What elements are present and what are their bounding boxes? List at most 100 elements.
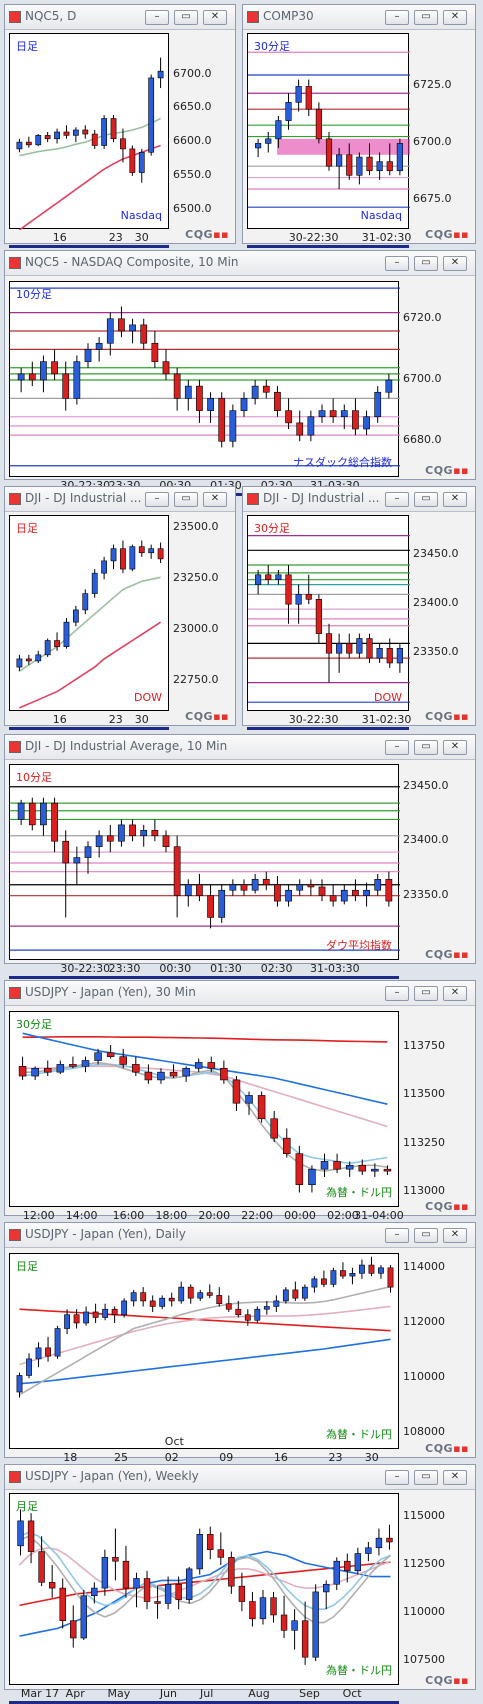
minimize-button[interactable]: – — [385, 1228, 409, 1243]
restore-button[interactable]: ▭ — [414, 1228, 438, 1243]
close-button[interactable]: ✕ — [443, 740, 467, 755]
candle — [28, 797, 36, 831]
close-button[interactable]: ✕ — [203, 10, 227, 25]
plot-area[interactable]: 月足 為替・ドル円 — [9, 1493, 399, 1685]
candle — [101, 115, 108, 149]
candle — [138, 540, 145, 557]
candle — [295, 584, 302, 624]
y-axis-tick-label: 107500 — [403, 1653, 445, 1667]
x-axis-tick-label: 23:30 — [108, 962, 141, 975]
cqg-logo: CQG▪▪ — [425, 464, 469, 477]
x-axis-tick-label: 18:00 — [155, 1209, 188, 1222]
candle — [375, 1528, 383, 1556]
plot-area[interactable]: 10分足 ナスダック総合指数 — [9, 281, 400, 477]
candle — [159, 1295, 166, 1310]
close-button[interactable]: ✕ — [443, 492, 467, 507]
y-axis-tick-label: 23450.0 — [403, 778, 449, 792]
minimize-button[interactable]: – — [145, 492, 169, 507]
candle — [305, 574, 312, 605]
chart-app-icon[interactable] — [9, 1471, 21, 1483]
candle — [259, 1590, 267, 1625]
chart-app-icon[interactable] — [9, 1229, 21, 1241]
candle — [385, 373, 393, 399]
moving-average-line — [19, 1308, 391, 1332]
chart-app-icon[interactable] — [9, 11, 21, 23]
restore-button[interactable]: ▭ — [414, 10, 438, 25]
axis-underline — [9, 245, 169, 248]
candle — [255, 569, 262, 595]
minimize-button[interactable]: – — [385, 256, 409, 271]
chart-app-icon[interactable] — [9, 741, 21, 753]
minimize-button[interactable]: – — [385, 10, 409, 25]
x-axis-tick-label: Jun — [159, 1687, 178, 1700]
restore-button[interactable]: ▭ — [414, 1470, 438, 1485]
candle — [383, 1165, 392, 1176]
candle — [245, 1091, 253, 1115]
plot-area[interactable]: 日足 為替・ドル円 — [9, 1253, 399, 1449]
close-button[interactable]: ✕ — [443, 1470, 467, 1485]
close-button[interactable]: ✕ — [443, 1228, 467, 1243]
close-button[interactable]: ✕ — [443, 986, 467, 1001]
plot-area[interactable]: 日足 DOW — [9, 515, 169, 711]
y-axis-tick-label: 114000 — [403, 1259, 445, 1273]
candle — [157, 57, 164, 89]
candle — [101, 556, 108, 580]
close-button[interactable]: ✕ — [443, 256, 467, 271]
close-button[interactable]: ✕ — [203, 492, 227, 507]
y-axis-tick-label: 23500.0 — [173, 520, 219, 534]
candle — [40, 355, 47, 393]
cqg-wordmark: CQG — [425, 1442, 454, 1455]
restore-button[interactable]: ▭ — [414, 740, 438, 755]
window-title: NQC5, D — [25, 9, 77, 23]
plot-canvas — [16, 1256, 394, 1398]
plot-area[interactable]: 30分足 Nasdaq — [247, 33, 410, 229]
plot-area[interactable]: 10分足 ダウ平均指数 — [9, 764, 400, 960]
axis-underline — [247, 727, 409, 730]
minimize-button[interactable]: – — [385, 492, 409, 507]
y-axis-tick-label: 6680.0 — [403, 433, 442, 447]
minimize-button[interactable]: – — [385, 740, 409, 755]
restore-button[interactable]: ▭ — [414, 256, 438, 271]
x-axis-tick-label: 30-22:30 — [60, 962, 111, 975]
minimize-button[interactable]: – — [145, 10, 169, 25]
restore-button[interactable]: ▭ — [414, 986, 438, 1001]
candle — [83, 1306, 90, 1326]
candle — [207, 392, 214, 423]
candle — [143, 1570, 151, 1610]
x-axis-tick-label: 20:00 — [198, 1209, 231, 1222]
plot-area[interactable]: 30分足 DOW — [247, 515, 410, 711]
candle — [295, 1145, 304, 1193]
close-button[interactable]: ✕ — [443, 10, 467, 25]
plot-area[interactable]: 日足 Nasdaq — [9, 33, 169, 230]
moving-average-line — [18, 576, 161, 672]
minimize-button[interactable]: – — [385, 986, 409, 1001]
chart-app-icon[interactable] — [9, 987, 21, 999]
x-axis-tick-label: 00:00 — [284, 1209, 316, 1222]
candle — [374, 873, 382, 896]
restore-button[interactable]: ▭ — [174, 10, 198, 25]
candle — [352, 398, 359, 436]
plot-area[interactable]: 30分足 為替・ドル円 — [9, 1011, 399, 1207]
y-axis-tick-label: 6700.0 — [413, 135, 452, 149]
title-bar: DJI - DJ Industrial ... – ▭ ✕ — [5, 487, 235, 512]
chart-app-icon[interactable] — [247, 493, 259, 505]
candle — [229, 404, 237, 448]
restore-button[interactable]: ▭ — [414, 492, 438, 507]
chart-app-icon[interactable] — [9, 257, 21, 269]
minimize-button[interactable]: – — [385, 1470, 409, 1485]
x-axis-tick-label: Oct — [342, 1687, 362, 1700]
chart-app-icon[interactable] — [247, 11, 259, 23]
cqg-logo-mark: ▪▪ — [453, 228, 469, 241]
candle — [368, 1256, 375, 1277]
candle — [91, 129, 98, 149]
candle — [40, 797, 47, 836]
x-axis-tick-label: Jul — [200, 1687, 214, 1700]
candle — [129, 318, 136, 344]
candle — [305, 79, 312, 117]
candle — [312, 1584, 319, 1662]
title-bar: COMP30 – ▭ ✕ — [243, 5, 475, 30]
restore-button[interactable]: ▭ — [174, 492, 198, 507]
plot-canvas — [16, 540, 164, 709]
chart-app-icon[interactable] — [9, 493, 21, 505]
y-axis-tick-label: 110000 — [403, 1605, 445, 1619]
